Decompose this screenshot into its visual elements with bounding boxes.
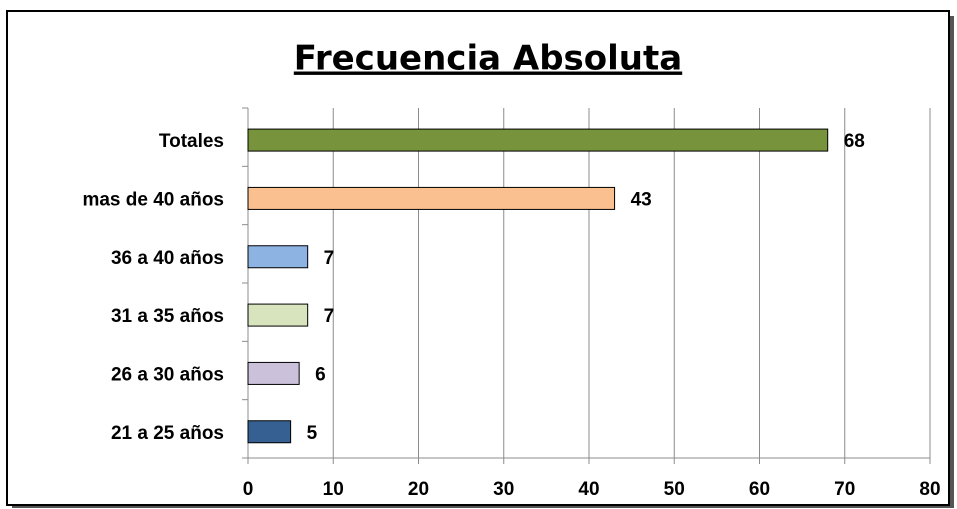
chart-frame bbox=[6, 10, 950, 506]
x-tick-label: 40 bbox=[578, 479, 599, 500]
y-tick-label: Totales bbox=[159, 131, 224, 152]
x-tick-label: 70 bbox=[834, 479, 855, 500]
data-label: 6 bbox=[315, 364, 326, 385]
x-tick-label: 20 bbox=[408, 479, 429, 500]
x-tick-label: 80 bbox=[919, 479, 940, 500]
y-tick-label: 26 a 30 años bbox=[111, 364, 224, 385]
data-label: 7 bbox=[324, 248, 335, 269]
y-tick-label: 36 a 40 años bbox=[111, 248, 224, 269]
data-label: 43 bbox=[631, 189, 652, 210]
bar bbox=[247, 245, 309, 269]
x-tick-label: 30 bbox=[493, 479, 514, 500]
bar bbox=[247, 420, 292, 444]
y-tick-label: 21 a 25 años bbox=[111, 423, 224, 444]
data-label: 5 bbox=[307, 423, 318, 444]
bar bbox=[247, 361, 300, 385]
y-tick-label: 31 a 35 años bbox=[111, 306, 224, 327]
bar bbox=[247, 303, 309, 327]
bar bbox=[247, 186, 616, 210]
x-tick-label: 60 bbox=[749, 479, 770, 500]
data-label: 68 bbox=[844, 131, 865, 152]
x-tick-label: 50 bbox=[664, 479, 685, 500]
bar bbox=[247, 128, 829, 152]
data-label: 7 bbox=[324, 306, 335, 327]
x-tick-label: 0 bbox=[243, 479, 254, 500]
y-tick-label: mas de 40 años bbox=[82, 189, 224, 210]
chart-title: Frecuencia Absoluta bbox=[294, 39, 682, 79]
x-tick-label: 10 bbox=[323, 479, 344, 500]
